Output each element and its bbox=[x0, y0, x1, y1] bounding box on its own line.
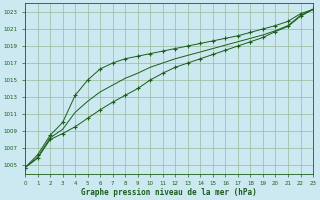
X-axis label: Graphe pression niveau de la mer (hPa): Graphe pression niveau de la mer (hPa) bbox=[81, 188, 257, 197]
